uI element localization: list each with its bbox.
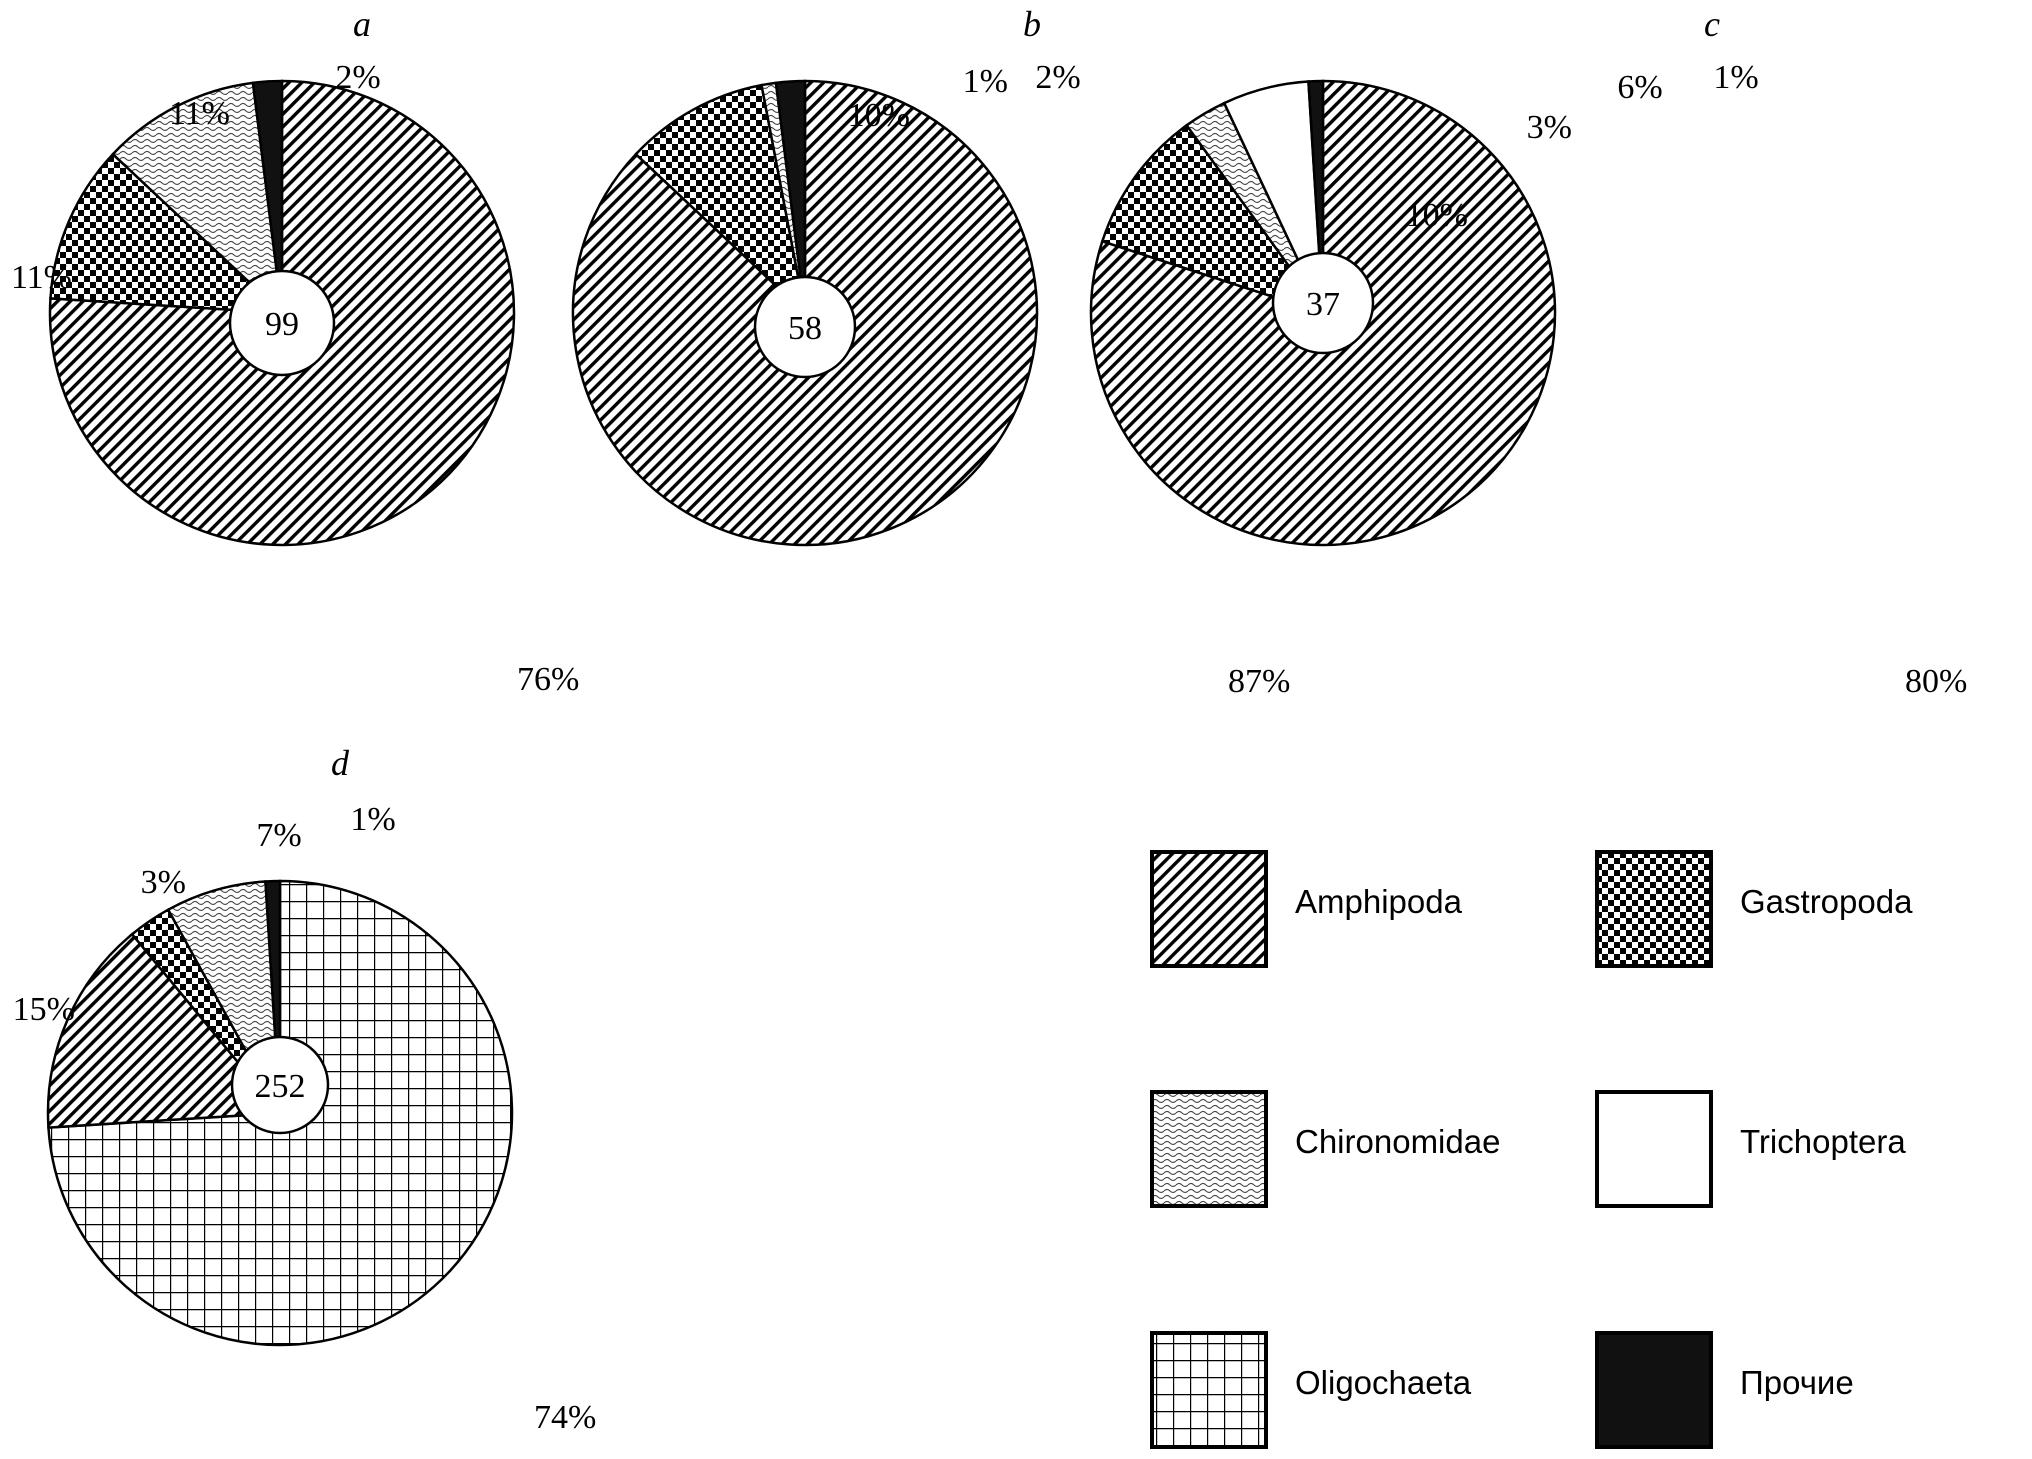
legend-item-other: Прочие xyxy=(1595,1331,1854,1449)
panel-letter-c: c xyxy=(1704,4,1720,44)
legend-swatch-other xyxy=(1595,1331,1713,1449)
pie-center-b xyxy=(753,275,857,379)
slice-label-d-oligochaeta: 74% xyxy=(534,1399,596,1436)
panel-letter-a: a xyxy=(353,4,371,44)
slice-label-a-other: 2% xyxy=(335,59,380,96)
legend-label-amphipoda: Amphipoda xyxy=(1295,883,1463,920)
legend-swatch-amphipoda xyxy=(1150,850,1268,968)
slice-label-b-amphipoda: 87% xyxy=(1228,663,1290,700)
slice-label-d-chironomidae: 7% xyxy=(256,817,301,854)
pie-slice-b-other xyxy=(774,79,807,314)
slice-label-c-amphipoda: 80% xyxy=(1905,663,1967,700)
pie-slice-d-amphipoda xyxy=(46,932,283,1129)
legend-label-chironomidae: Chironomidae xyxy=(1295,1123,1500,1160)
pie-center-a xyxy=(228,269,336,377)
slice-label-d-other: 1% xyxy=(350,801,395,838)
legend-item-oligochaeta: Oligochaeta xyxy=(1150,1331,1472,1449)
legend-label-gastropoda: Gastropoda xyxy=(1740,883,1913,920)
pie-panel-a: a 99 76% 11% 11% 2% xyxy=(11,4,579,698)
legend: Amphipoda Gastropoda Chironomidae Tricho… xyxy=(1150,850,1913,1449)
legend-swatch-trichoptera xyxy=(1595,1090,1713,1208)
legend-swatch-gastropoda xyxy=(1595,850,1713,968)
slice-label-b-gastropoda: 10% xyxy=(848,97,910,134)
legend-item-chironomidae: Chironomidae xyxy=(1150,1090,1500,1208)
pie-total-c: 37 xyxy=(1306,286,1340,323)
slice-label-b-other: 2% xyxy=(1035,59,1080,96)
panel-letter-b: b xyxy=(1023,4,1041,44)
slice-label-b-chironomidae: 1% xyxy=(963,63,1008,100)
legend-swatch-chironomidae xyxy=(1150,1090,1268,1208)
slice-label-a-gastropoda: 11% xyxy=(11,259,72,296)
pie-panel-b: b 58 87% 10% 1% 2% xyxy=(571,4,1290,700)
slice-label-c-gastropoda: 10% xyxy=(1406,197,1468,234)
pie-center-d xyxy=(230,1035,330,1135)
slice-label-a-amphipoda: 76% xyxy=(517,661,579,698)
legend-item-amphipoda: Amphipoda xyxy=(1150,850,1463,968)
slice-label-d-amphipoda: 15% xyxy=(13,991,75,1028)
legend-label-trichoptera: Trichoptera xyxy=(1740,1123,1906,1160)
pie-slice-a-gastropoda xyxy=(49,152,286,315)
legend-swatch-oligochaeta xyxy=(1150,1331,1268,1449)
slice-label-a-chironomidae: 11% xyxy=(169,95,230,132)
pie-slice-c-gastropoda xyxy=(1100,123,1327,316)
pie-slice-b-gastropoda xyxy=(634,83,807,317)
slice-label-c-trichoptera: 6% xyxy=(1617,69,1662,106)
pie-center-c xyxy=(1271,251,1375,355)
pie-total-d: 252 xyxy=(255,1068,306,1105)
legend-label-oligochaeta: Oligochaeta xyxy=(1295,1364,1472,1401)
pie-slice-c-amphipoda xyxy=(1089,79,1557,547)
legend-label-other: Прочие xyxy=(1740,1364,1854,1401)
pie-total-b: 58 xyxy=(788,310,822,347)
panel-letter-d: d xyxy=(331,743,350,783)
pie-total-a: 99 xyxy=(265,306,299,343)
slice-label-d-gastropoda: 3% xyxy=(141,864,186,901)
pie-slice-a-chironomidae xyxy=(111,81,284,317)
legend-item-gastropoda: Gastropoda xyxy=(1595,850,1913,968)
pie-slice-a-other xyxy=(251,79,284,314)
pie-panel-c: c 37 80% 10% 3% 6% 1% xyxy=(1089,4,1967,700)
pie-panel-d: d 252 74% 15% 3% 7% 1% xyxy=(13,743,597,1436)
legend-item-trichoptera: Trichoptera xyxy=(1595,1090,1906,1208)
slice-label-c-chironomidae: 3% xyxy=(1527,109,1572,146)
slice-label-c-other: 1% xyxy=(1713,59,1758,96)
